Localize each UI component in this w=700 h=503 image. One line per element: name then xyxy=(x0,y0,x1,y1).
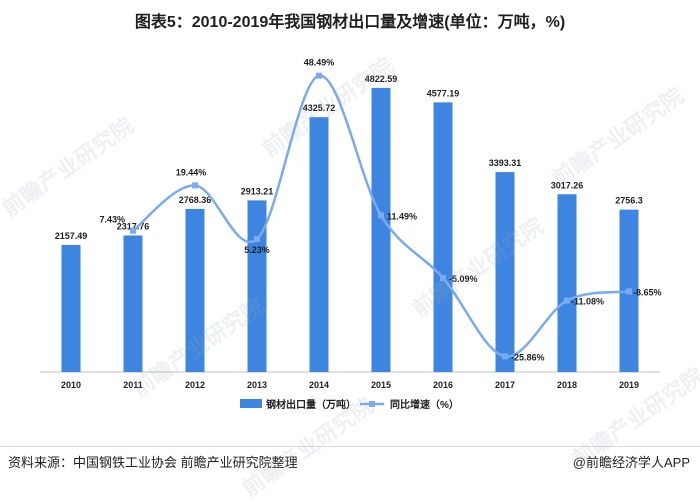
growth-point-2019 xyxy=(626,288,632,295)
growth-label-2011: 7.43% xyxy=(99,215,125,225)
bar-label-2017: 3393.31 xyxy=(489,158,522,168)
x-tick-2011: 2011 xyxy=(123,380,143,390)
bar-label-2016: 4577.19 xyxy=(427,88,460,98)
bar-label-2013: 2913.21 xyxy=(241,186,274,196)
legend-bar-swatch xyxy=(240,399,262,408)
growth-label-2013: 5.23% xyxy=(244,245,270,255)
bar-2010 xyxy=(61,244,81,372)
growth-label-2014: 48.49% xyxy=(304,58,335,68)
growth-point-2012 xyxy=(192,182,198,189)
growth-line xyxy=(132,74,630,358)
bar-label-2012: 2768.36 xyxy=(179,195,212,205)
x-tick-2017: 2017 xyxy=(495,380,515,390)
growth-point-2013 xyxy=(254,236,260,243)
bar-2011 xyxy=(123,235,143,372)
growth-label-2016: -5.09% xyxy=(449,274,478,284)
growth-label-2019: -8.65% xyxy=(633,287,662,297)
x-tick-2019: 2019 xyxy=(619,380,639,390)
x-tick-2010: 2010 xyxy=(61,380,81,390)
x-tick-2012: 2012 xyxy=(185,380,205,390)
legend-line-marker xyxy=(369,401,375,407)
x-tick-2013: 2013 xyxy=(247,380,267,390)
bar-2013 xyxy=(247,200,267,372)
bar-label-2018: 3017.26 xyxy=(551,180,584,190)
x-tick-2016: 2016 xyxy=(433,380,453,390)
bar-label-2019: 2756.3 xyxy=(615,196,643,206)
chart-title: 图表5：2010-2019年我国钢材出口量及增速(单位：万吨，%) xyxy=(134,14,566,31)
brand-label: @前瞻经济学人APP xyxy=(572,455,690,470)
x-tick-2015: 2015 xyxy=(371,380,391,390)
bar-2017 xyxy=(495,172,515,372)
chart: 2157.49 2010 2317.76 2011 2768.36 2012 2913.21… xyxy=(40,58,662,411)
bar-2015 xyxy=(371,87,391,372)
x-tick-2014: 2014 xyxy=(309,380,329,390)
growth-label-2015: 11.49% xyxy=(387,211,417,221)
growth-label-2017: -25.86% xyxy=(511,352,545,362)
growth-point-2016 xyxy=(440,274,446,281)
bar-label-2015: 4822.59 xyxy=(365,74,398,84)
legend-bar-label: 钢材出口量（万吨） xyxy=(266,398,356,411)
bar-2018 xyxy=(557,194,577,372)
bar-label-2014: 4325.72 xyxy=(303,103,336,113)
bar-2012 xyxy=(185,208,205,372)
growth-point-2018 xyxy=(564,297,570,304)
growth-point-2014 xyxy=(316,72,322,79)
growth-point-2017 xyxy=(502,353,508,360)
bar-label-2011: 2317.76 xyxy=(117,221,150,231)
source-note: 资料来源：中国钢铁工业协会 前瞻产业研究院整理 xyxy=(8,455,298,470)
growth-point-2015 xyxy=(378,212,384,219)
growth-point-2011 xyxy=(130,227,136,234)
growth-label-2018: -11.08% xyxy=(571,297,604,307)
bar-2014 xyxy=(309,117,329,372)
x-tick-2018: 2018 xyxy=(557,380,577,390)
bar-2016 xyxy=(433,102,453,372)
bar-label-2010: 2157.49 xyxy=(55,231,88,241)
legend-line-label: 同比增速（%） xyxy=(390,398,459,411)
growth-label-2012: 19.44% xyxy=(176,167,207,177)
footer-divider xyxy=(0,446,700,447)
